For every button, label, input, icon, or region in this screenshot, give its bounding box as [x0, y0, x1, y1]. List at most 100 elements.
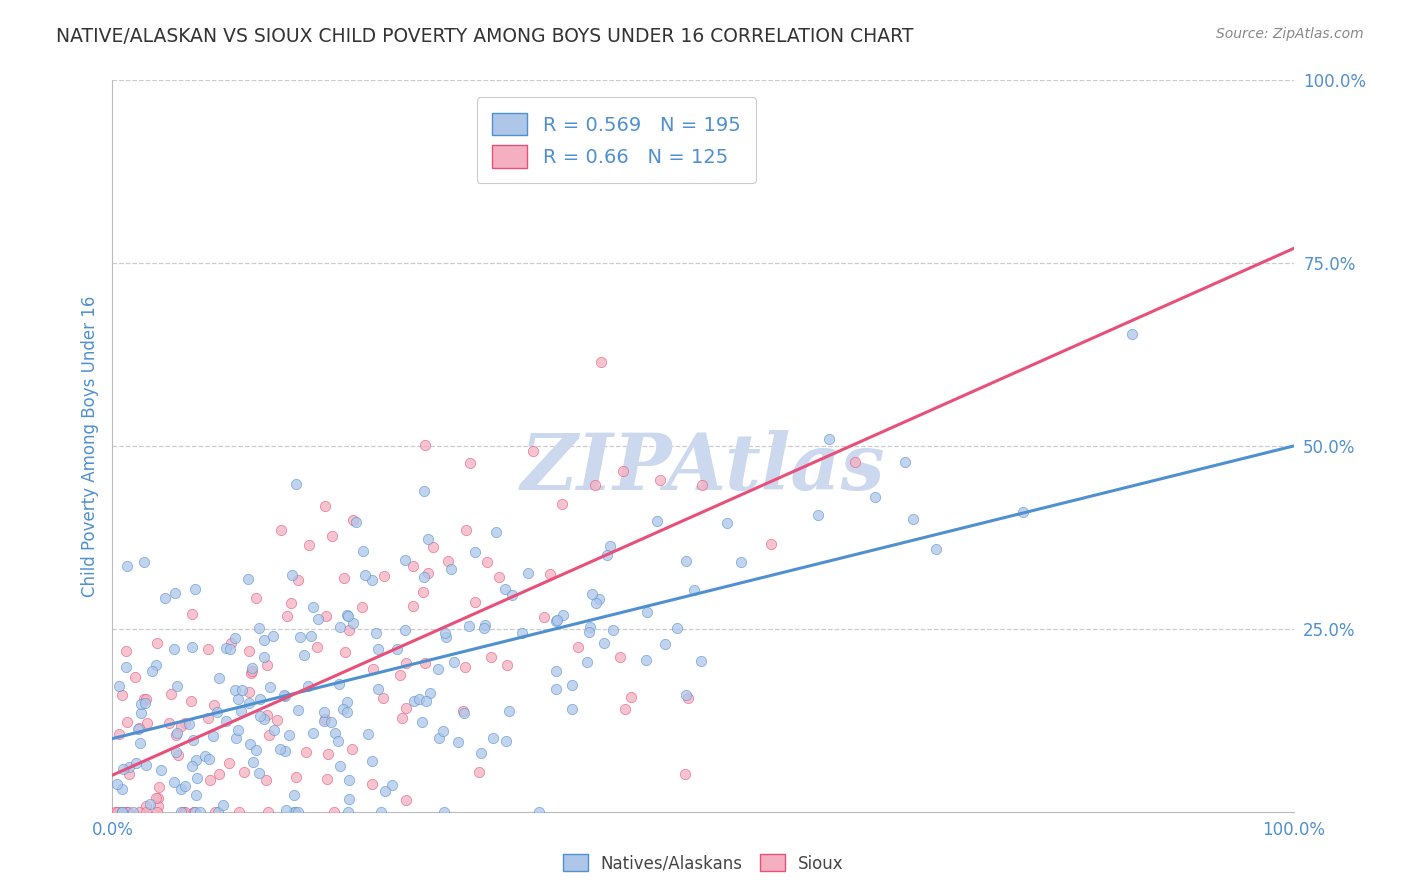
Point [242, 756, 264, 770]
Point [1121, 326, 1143, 341]
Point [388, 668, 411, 682]
Point [579, 620, 602, 634]
Point [925, 542, 948, 557]
Point [163, 641, 186, 656]
Point [446, 734, 468, 748]
Point [373, 690, 395, 705]
Point [415, 694, 437, 708]
Point [467, 765, 489, 780]
Point [292, 648, 315, 662]
Point [575, 655, 598, 669]
Point [263, 723, 285, 737]
Point [299, 629, 322, 643]
Point [433, 626, 456, 640]
Point [510, 626, 533, 640]
Point [319, 715, 342, 730]
Point [145, 790, 167, 805]
Point [184, 805, 207, 819]
Point [186, 771, 208, 785]
Point [167, 748, 190, 763]
Point [759, 537, 782, 551]
Point [457, 618, 479, 632]
Point [139, 797, 162, 811]
Point [337, 623, 360, 637]
Point [129, 697, 152, 711]
Point [297, 679, 319, 693]
Point [131, 706, 153, 720]
Point [585, 596, 607, 610]
Point [117, 805, 139, 819]
Point [247, 765, 270, 780]
Point [395, 701, 418, 715]
Point [481, 649, 503, 664]
Point [274, 689, 297, 703]
Point [325, 726, 347, 740]
Point [307, 612, 329, 626]
Point [602, 624, 624, 638]
Point [194, 749, 217, 764]
Point [329, 620, 352, 634]
Point [180, 693, 202, 707]
Point [287, 702, 309, 716]
Point [115, 643, 138, 657]
Point [395, 656, 418, 670]
Point [281, 568, 304, 582]
Point [412, 570, 434, 584]
Point [239, 738, 262, 752]
Point [666, 621, 689, 635]
Point [613, 701, 636, 715]
Point [256, 708, 278, 723]
Point [145, 636, 167, 650]
Point [336, 695, 359, 709]
Point [578, 625, 600, 640]
Point [328, 677, 350, 691]
Point [186, 789, 208, 803]
Point [367, 681, 389, 696]
Point [172, 805, 194, 819]
Point [231, 683, 253, 698]
Point [240, 661, 263, 675]
Point [183, 582, 205, 596]
Point [527, 805, 550, 819]
Point [111, 762, 134, 776]
Point [157, 716, 180, 731]
Point [257, 805, 280, 819]
Point [1011, 505, 1033, 519]
Point [474, 617, 496, 632]
Point [160, 687, 183, 701]
Point [385, 642, 408, 657]
Point [342, 742, 364, 756]
Point [458, 456, 481, 470]
Point [148, 780, 170, 795]
Point [285, 477, 308, 491]
Point [211, 797, 233, 812]
Point [198, 751, 221, 765]
Point [678, 691, 700, 706]
Point [270, 523, 292, 537]
Point [256, 658, 278, 673]
Point [197, 711, 219, 725]
Point [333, 571, 356, 585]
Point [103, 805, 125, 819]
Point [337, 608, 360, 623]
Point [218, 641, 240, 656]
Point [197, 641, 219, 656]
Point [134, 692, 156, 706]
Point [141, 664, 163, 678]
Point [165, 728, 187, 742]
Point [314, 499, 336, 513]
Point [188, 805, 211, 819]
Point [105, 776, 128, 790]
Point [675, 554, 697, 568]
Point [128, 805, 150, 819]
Point [253, 712, 276, 726]
Point [163, 774, 186, 789]
Point [135, 805, 157, 819]
Point [482, 731, 505, 745]
Point [903, 512, 925, 526]
Point [361, 574, 384, 588]
Point [186, 753, 208, 767]
Point [262, 629, 284, 643]
Point [135, 692, 157, 706]
Point [245, 743, 267, 757]
